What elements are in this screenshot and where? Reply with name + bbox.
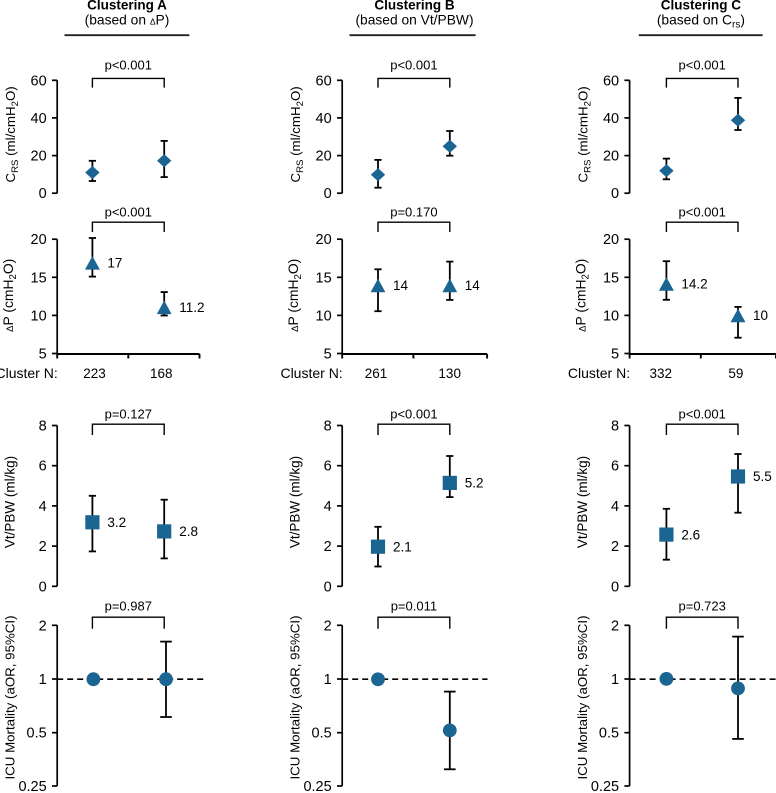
svg-text:(based on ΔP): (based on ΔP) <box>85 13 170 28</box>
svg-text:ICU Mortality (aOR, 95%CI): ICU Mortality (aOR, 95%CI) <box>575 615 590 779</box>
svg-text:60: 60 <box>31 73 47 89</box>
svg-text:332: 332 <box>650 366 673 381</box>
svg-text:10: 10 <box>753 308 768 323</box>
svg-text:10: 10 <box>603 308 619 324</box>
svg-text:1: 1 <box>611 672 619 688</box>
svg-text:20: 20 <box>603 232 619 248</box>
svg-text:0: 0 <box>39 186 47 202</box>
svg-text:p<0.001: p<0.001 <box>390 57 437 72</box>
svg-text:5: 5 <box>39 347 47 363</box>
svg-text:8: 8 <box>611 419 619 435</box>
svg-text:(based on Vt/PBW): (based on Vt/PBW) <box>355 13 473 28</box>
svg-text:6: 6 <box>611 459 619 475</box>
svg-text:5: 5 <box>324 347 332 363</box>
svg-text:3.2: 3.2 <box>107 515 126 530</box>
svg-text:5.2: 5.2 <box>465 476 484 491</box>
svg-text:p=0.011: p=0.011 <box>391 599 437 614</box>
svg-text:0.5: 0.5 <box>27 726 47 742</box>
svg-text:20: 20 <box>316 232 332 248</box>
svg-text:2: 2 <box>39 539 47 555</box>
svg-text:10: 10 <box>316 308 332 324</box>
svg-text:0: 0 <box>324 186 332 202</box>
svg-text:4: 4 <box>611 499 619 515</box>
svg-text:p<0.001: p<0.001 <box>105 204 152 219</box>
svg-text:2: 2 <box>39 618 47 634</box>
svg-text:168: 168 <box>150 366 173 381</box>
svg-text:59: 59 <box>728 366 743 381</box>
svg-text:2: 2 <box>324 539 332 555</box>
svg-text:ICU Mortality (aOR, 95%CI): ICU Mortality (aOR, 95%CI) <box>3 615 18 779</box>
svg-text:6: 6 <box>324 459 332 475</box>
svg-text:p<0.001: p<0.001 <box>679 406 726 421</box>
svg-text:p=0.127: p=0.127 <box>105 406 152 421</box>
svg-text:223: 223 <box>83 366 106 381</box>
svg-text:20: 20 <box>316 149 332 165</box>
svg-text:CRS (ml/cmH2O): CRS (ml/cmH2O) <box>575 86 593 182</box>
svg-text:17: 17 <box>107 256 122 271</box>
svg-text:1: 1 <box>324 672 332 688</box>
svg-text:0.25: 0.25 <box>18 779 46 793</box>
svg-text:40: 40 <box>31 111 47 127</box>
svg-text:11.2: 11.2 <box>179 300 204 315</box>
svg-text:261: 261 <box>365 366 388 381</box>
svg-text:2: 2 <box>611 539 619 555</box>
svg-text:20: 20 <box>31 149 47 165</box>
svg-text:(based on Crs): (based on Crs) <box>657 13 745 31</box>
svg-text:p=0.987: p=0.987 <box>105 599 152 614</box>
svg-text:0.5: 0.5 <box>599 726 619 742</box>
svg-text:14: 14 <box>393 278 409 293</box>
svg-text:20: 20 <box>31 232 47 248</box>
svg-text:Cluster N:: Cluster N: <box>568 365 630 381</box>
svg-text:CRS (ml/cmH2O): CRS (ml/cmH2O) <box>288 86 306 182</box>
svg-text:60: 60 <box>316 73 332 89</box>
svg-text:Cluster N:: Cluster N: <box>0 365 58 381</box>
svg-text:p<0.001: p<0.001 <box>679 204 726 219</box>
svg-text:4: 4 <box>39 499 47 515</box>
svg-text:2: 2 <box>611 618 619 634</box>
svg-text:10: 10 <box>31 308 47 324</box>
svg-text:6: 6 <box>39 459 47 475</box>
svg-text:Clustering A: Clustering A <box>87 0 167 12</box>
svg-text:60: 60 <box>603 73 619 89</box>
svg-text:15: 15 <box>603 270 619 286</box>
svg-text:2: 2 <box>324 618 332 634</box>
svg-text:Vt/PBW (ml/kg): Vt/PBW (ml/kg) <box>3 456 18 548</box>
svg-text:Vt/PBW (ml/kg): Vt/PBW (ml/kg) <box>575 456 590 548</box>
svg-text:0: 0 <box>39 579 47 595</box>
svg-text:2.6: 2.6 <box>681 527 700 542</box>
svg-text:Clustering B: Clustering B <box>374 0 455 12</box>
svg-text:40: 40 <box>316 111 332 127</box>
svg-text:0: 0 <box>611 186 619 202</box>
svg-text:15: 15 <box>316 270 332 286</box>
svg-text:8: 8 <box>39 419 47 435</box>
svg-text:ICU Mortality (aOR, 95%CI): ICU Mortality (aOR, 95%CI) <box>288 615 303 779</box>
svg-text:Clustering C: Clustering C <box>661 0 742 12</box>
svg-text:Vt/PBW (ml/kg): Vt/PBW (ml/kg) <box>288 456 303 548</box>
svg-text:130: 130 <box>438 366 461 381</box>
svg-text:5.5: 5.5 <box>753 469 772 484</box>
svg-text:Cluster N:: Cluster N: <box>280 365 342 381</box>
svg-text:p=0.170: p=0.170 <box>390 204 437 219</box>
svg-text:15: 15 <box>31 270 47 286</box>
svg-text:p=0.723: p=0.723 <box>679 599 726 614</box>
svg-text:40: 40 <box>603 111 619 127</box>
svg-text:20: 20 <box>603 149 619 165</box>
svg-text:14.2: 14.2 <box>681 277 707 292</box>
svg-text:2.1: 2.1 <box>393 539 412 554</box>
svg-text:0.25: 0.25 <box>591 779 619 793</box>
svg-text:CRS (ml/cmH2O): CRS (ml/cmH2O) <box>3 86 21 182</box>
svg-text:4: 4 <box>324 499 332 515</box>
svg-text:5: 5 <box>611 347 619 363</box>
svg-text:0.25: 0.25 <box>303 779 331 793</box>
svg-text:p<0.001: p<0.001 <box>679 57 726 72</box>
svg-text:p<0.001: p<0.001 <box>105 57 152 72</box>
svg-text:0: 0 <box>324 579 332 595</box>
svg-text:0: 0 <box>611 579 619 595</box>
svg-text:2.8: 2.8 <box>179 524 198 539</box>
svg-text:14: 14 <box>465 278 481 293</box>
svg-text:0.5: 0.5 <box>312 726 332 742</box>
svg-text:p<0.001: p<0.001 <box>390 406 437 421</box>
svg-text:8: 8 <box>324 419 332 435</box>
svg-text:1: 1 <box>39 672 47 688</box>
